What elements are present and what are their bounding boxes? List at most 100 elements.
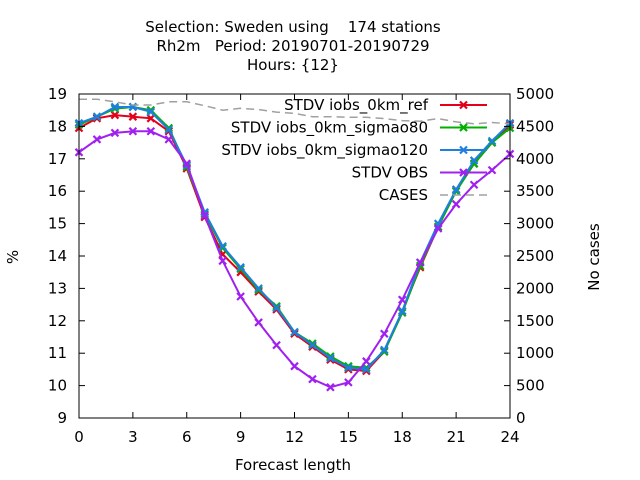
data-point <box>290 327 299 337</box>
legend-marker <box>459 100 468 110</box>
y2-tick-label: 1000 <box>516 344 554 362</box>
data-point <box>380 345 389 355</box>
y-tick-label: 9 <box>57 409 67 427</box>
x-tick-label: 3 <box>128 428 138 446</box>
x-tick-label: 0 <box>74 428 84 446</box>
x-tick-label: 15 <box>339 428 358 446</box>
y2-tick-label: 2500 <box>516 247 554 265</box>
data-point <box>326 382 335 392</box>
data-point <box>344 378 353 387</box>
data-point <box>415 258 425 267</box>
data-point <box>326 353 335 363</box>
data-point <box>433 224 443 233</box>
x-axis-label: Forecast length <box>235 456 351 474</box>
x-tick-label: 24 <box>500 428 519 446</box>
data-point <box>308 340 317 350</box>
data-point <box>272 303 281 313</box>
data-point <box>218 242 227 251</box>
data-point <box>487 136 497 146</box>
series-line-4 <box>79 98 511 125</box>
data-point <box>469 180 479 189</box>
legend-entry-4: CASES <box>379 186 487 204</box>
data-point <box>218 256 227 266</box>
x-tick-label: 21 <box>447 428 466 446</box>
y2-tick-label: 3000 <box>516 215 554 233</box>
legend-label: STDV iobs_0km_sigmao120 <box>221 141 428 160</box>
data-point <box>254 284 263 293</box>
data-point <box>128 112 138 121</box>
data-point <box>146 114 156 123</box>
data-point <box>380 329 389 339</box>
title-line-2: Rh2m Period: 20190701-20190729 <box>156 37 429 55</box>
data-point <box>146 105 156 115</box>
y2-tick-label: 1500 <box>516 312 554 330</box>
y-tick-label: 17 <box>48 150 67 168</box>
data-point <box>272 340 281 350</box>
data-point <box>110 102 120 112</box>
x-tick-label: 9 <box>236 428 246 446</box>
legend-entry-1: STDV iobs_0km_sigmao80 <box>231 119 487 138</box>
y2-tick-label: 4500 <box>516 117 554 135</box>
data-point <box>308 374 317 384</box>
series-3 <box>74 126 515 392</box>
x-tick-label: 6 <box>182 428 192 446</box>
data-point <box>164 125 174 134</box>
title-line-1: Selection: Sweden using 174 stations <box>145 18 441 36</box>
x-tick-label: 12 <box>285 428 304 446</box>
data-point <box>344 363 353 373</box>
data-point <box>146 107 156 117</box>
data-point <box>362 365 371 374</box>
axes-layer: 0 3 6 9 12 15 18 21 24 9 10 11 12 13 14 15 16 17 18 19 0 500 1… <box>48 85 554 446</box>
data-point <box>290 361 299 371</box>
data-point <box>164 135 174 144</box>
y-tick-label: 10 <box>48 377 67 395</box>
y-tick-label: 11 <box>48 344 67 362</box>
series-line-3 <box>78 130 511 389</box>
y2-tick-label: 0 <box>516 409 526 427</box>
legend: STDV iobs_0km_ref STDV iobs_0km_sigmao80 S… <box>221 96 487 204</box>
data-point <box>397 306 407 316</box>
data-point <box>110 128 120 138</box>
data-point <box>487 165 497 175</box>
legend-entry-2: STDV iobs_0km_sigmao120 <box>221 141 487 160</box>
y-axis-label: % <box>4 250 22 264</box>
y2-tick-label: 3500 <box>516 182 554 200</box>
data-point <box>92 112 102 121</box>
data-point <box>397 295 407 305</box>
legend-entry-3: STDV OBS <box>352 164 487 182</box>
chart-title: Selection: Sweden using 174 stations Rh2… <box>145 18 441 74</box>
data-point <box>92 135 102 144</box>
y-tick-label: 12 <box>48 312 67 330</box>
y2-tick-label: 500 <box>516 377 545 395</box>
data-point <box>200 211 209 220</box>
y-tick-label: 18 <box>48 117 67 135</box>
legend-label: CASES <box>379 186 428 204</box>
legend-marker <box>459 145 468 155</box>
y-tick-label: 15 <box>48 215 67 233</box>
x-tick-label: 18 <box>393 428 412 446</box>
legend-marker <box>459 123 468 132</box>
data-point <box>128 126 138 136</box>
y2-tick-label: 2000 <box>516 279 554 297</box>
y-tick-label: 19 <box>48 85 67 103</box>
series-4 <box>79 98 511 125</box>
y-tick-label: 16 <box>48 182 67 200</box>
data-point <box>451 199 461 209</box>
data-point <box>254 318 263 327</box>
data-point <box>451 185 461 194</box>
data-point <box>182 159 192 168</box>
title-line-3: Hours: {12} <box>247 56 339 74</box>
data-point <box>290 329 299 339</box>
legend-label: STDV iobs_0km_sigmao80 <box>231 119 428 138</box>
legend-label: STDV OBS <box>352 164 428 182</box>
data-point <box>236 292 245 301</box>
data-point <box>469 156 479 165</box>
data-point <box>236 263 245 272</box>
data-point <box>164 123 174 133</box>
data-point <box>146 126 156 136</box>
y-tick-label: 13 <box>48 279 67 297</box>
y-tick-label: 14 <box>48 247 67 265</box>
data-point <box>110 110 120 120</box>
y2-tick-label: 5000 <box>516 85 554 103</box>
